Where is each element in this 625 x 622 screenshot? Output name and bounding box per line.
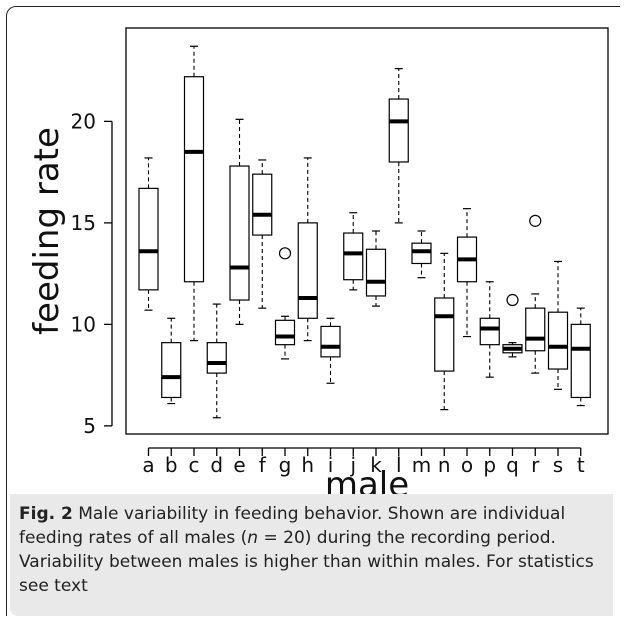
x-tick-label: f [259,453,267,477]
figure-frame [6,6,620,616]
box-body [388,98,409,163]
box-body [411,242,432,265]
box-body [229,165,250,301]
box-k [365,230,387,307]
box-f [252,159,273,309]
y-tick-label: 20 [71,109,96,133]
box-body [297,222,318,319]
x-tick-label: t [577,453,585,477]
caption-text-1: Male variability in feeding behavior. Sh… [19,504,566,548]
box-body [570,323,591,399]
box-l [388,67,409,224]
x-tick-label: r [531,453,540,477]
box-j [343,212,364,291]
x-tick-label: p [483,453,496,477]
x-tick-label: n [438,453,451,477]
x-tick-label: g [279,453,292,477]
box-body [479,317,500,346]
y-tick-label: 15 [71,211,96,235]
y-tick-label: 10 [71,312,96,336]
box-b [161,317,182,405]
y-axis: 5 10 15 20 [71,109,113,438]
box-body [320,325,341,358]
x-tick-label: k [370,453,382,477]
box-c [183,45,205,342]
outlier-point [506,293,519,307]
box-m [411,230,432,279]
x-tick-label: j [349,453,356,477]
box-p [479,281,500,378]
x-tick-label: o [461,453,473,477]
box-body [434,297,455,372]
outlier-point [278,247,292,260]
box-body [274,319,296,346]
box-body [525,307,546,352]
x-tick-label: i [328,453,334,477]
box-h [297,157,318,342]
caption-text-2: = 20) during the recording period. Varia… [19,528,594,596]
box-d [206,303,227,419]
box-body [206,342,227,374]
box-g [274,247,296,360]
x-tick-label: l [396,453,402,477]
box-q [502,293,523,358]
box-n [434,252,455,411]
x-tick-label: m [412,453,431,477]
box-t [570,307,591,407]
box-body [343,232,364,281]
box-body [183,76,205,283]
box-body [138,187,159,291]
box-e [229,118,250,325]
x-tick-label: b [165,453,178,477]
box-o [456,208,478,338]
boxes-layer [138,45,591,419]
box-r [525,214,546,374]
box-a [138,157,159,311]
box-body [365,248,387,297]
x-axis-label: male [325,465,409,495]
box-s [547,260,569,390]
figure-caption: Fig. 2 Male variability in feeding behav… [10,494,613,616]
box-i [320,317,341,384]
y-axis-label: feeding rate [27,127,67,335]
plot-area [125,27,609,435]
box-body [252,173,273,236]
caption-label: Fig. 2 [19,504,73,524]
box-body [161,342,182,399]
x-tick-label: c [189,453,200,477]
x-tick-label: d [210,453,223,477]
x-tick-label: s [553,453,563,477]
box-body [547,311,569,370]
x-tick-label: h [301,453,314,477]
caption-n-symbol: n [247,528,259,548]
y-tick-label: 5 [83,414,96,438]
x-tick-label: a [142,453,154,477]
x-tick-label: q [506,453,519,477]
outlier-point [529,214,542,227]
x-tick-label: e [233,453,245,477]
